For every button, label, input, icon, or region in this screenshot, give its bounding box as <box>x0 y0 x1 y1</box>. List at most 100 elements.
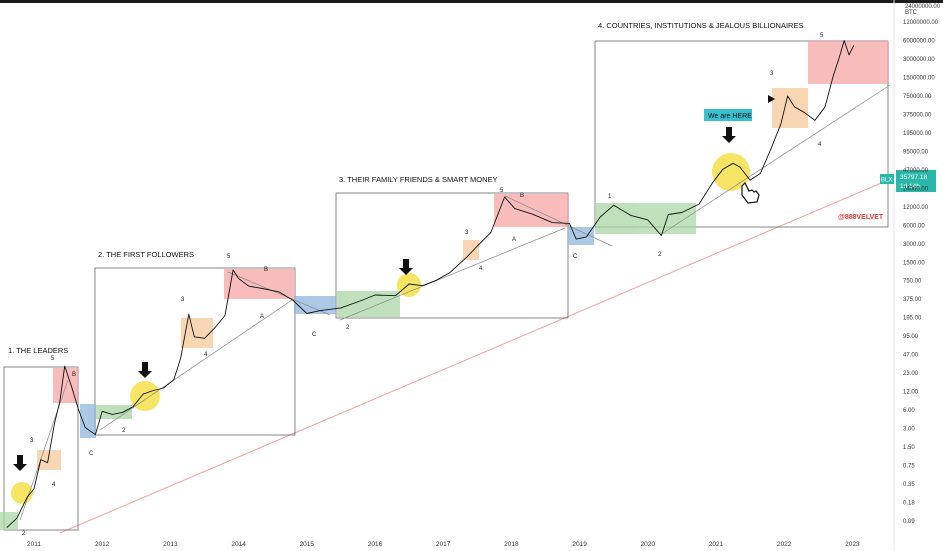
year-tick-label: 2014 <box>231 541 246 548</box>
year-tick-label: 2016 <box>368 541 383 548</box>
price-tick-label: 750000.00 <box>903 94 932 100</box>
arrow-down-icon-2 <box>138 362 152 378</box>
wave-boxes <box>0 41 888 530</box>
highlight-circle-4 <box>712 153 750 191</box>
orange-box-3 <box>463 240 479 260</box>
wave-labels: 2 3 4 5 B C 2 3 4 5 B A C 2 3 4 5 B A C … <box>22 33 824 537</box>
year-tick-label: 2020 <box>641 541 656 548</box>
trend-line-3 <box>339 227 566 321</box>
wave-label-5c: 5 <box>500 188 504 194</box>
green-box-4 <box>595 203 696 234</box>
wave-label-cb: C <box>312 332 317 338</box>
price-tick-label: 0.09 <box>903 519 915 525</box>
price-tick-label: 195.00 <box>903 316 922 322</box>
top-toolbar-strip <box>0 0 943 3</box>
arrow-down-icon-1 <box>13 455 27 471</box>
price-tag-symbol-bg <box>880 174 894 184</box>
price-tick-label: 375000.00 <box>903 112 932 118</box>
year-tick-label: 2019 <box>572 541 587 548</box>
wave-label-ab: A <box>260 314 264 320</box>
wave-label-ac: A <box>512 237 516 243</box>
top-price-label: 24000000.00 <box>905 4 941 10</box>
wave-label-4d: 4 <box>818 142 822 148</box>
wave-label-b: B <box>72 372 76 378</box>
year-tick-label: 2021 <box>709 541 724 548</box>
orange-box-2 <box>181 318 213 348</box>
price-tick-label: 0.75 <box>903 464 915 470</box>
price-tag-symbol: BLX <box>881 178 892 184</box>
green-box-2 <box>96 405 132 419</box>
author-watermark: @888VELVET <box>838 214 884 221</box>
wave-label-4b: 4 <box>204 352 208 358</box>
arrow-down-icon-3 <box>399 259 413 275</box>
wave-label-5b: 5 <box>227 254 231 260</box>
long-term-support-line <box>59 177 894 534</box>
price-tick-label: 12000.00 <box>903 205 929 211</box>
price-tick-label: 6000.00 <box>903 223 925 229</box>
arrow-down-icon-4 <box>722 127 736 143</box>
highlight-circle-1 <box>11 482 33 504</box>
blue-box-3 <box>568 227 594 245</box>
price-tick-label: 12.00 <box>903 390 919 396</box>
triangle-marker-icon <box>768 95 775 103</box>
year-tick-label: 2023 <box>845 541 860 548</box>
price-tick-label: 95000.00 <box>903 149 929 155</box>
year-tick-label: 2022 <box>777 541 792 548</box>
wave-label-c: C <box>89 451 94 457</box>
price-tick-label: 6000000.00 <box>903 38 935 44</box>
wave-label-2b: 2 <box>122 428 126 434</box>
price-tick-label: 0.35 <box>903 482 915 488</box>
orange-box-1 <box>37 450 61 470</box>
price-axis-ticks[interactable]: 12000000.00 6000000.00 3000000.00 1500000.0… <box>903 20 939 525</box>
wave-label-2d: 2 <box>658 252 662 258</box>
price-tick-label: 1.50 <box>903 445 915 451</box>
price-tick-label: 3.00 <box>903 427 915 433</box>
price-tag-bg <box>896 170 936 192</box>
price-tag-value: 35797.18 <box>900 174 927 181</box>
price-tick-label: 47000.00 <box>903 168 929 174</box>
red-box-1 <box>53 368 78 403</box>
price-tick-label: 47.00 <box>903 353 919 359</box>
wave-label-2: 2 <box>22 531 26 537</box>
year-tick-label: 2017 <box>436 541 451 548</box>
year-tick-label: 2011 <box>27 541 41 548</box>
we-are-here-badge <box>704 109 752 121</box>
phase-1-label: 1. THE LEADERS <box>8 346 68 355</box>
red-box-3 <box>494 194 568 227</box>
phase-4-label: 4. COUNTRIES, INSTITUTIONS & JEALOUS BIL… <box>598 21 803 30</box>
red-box-4 <box>808 41 888 84</box>
hand-pointer-icon <box>741 181 760 204</box>
wave-label-4c: 4 <box>479 266 483 272</box>
price-tick-label: 375.00 <box>903 297 922 303</box>
wave-label-3: 3 <box>30 438 34 444</box>
price-tick-label: 750.00 <box>903 279 922 285</box>
green-box-3 <box>337 291 400 317</box>
price-tick-label: 3000.00 <box>903 242 925 248</box>
wave-label-bc: B <box>520 193 524 199</box>
wave-label-cc: C <box>573 254 578 260</box>
trend-line-2 <box>99 299 293 431</box>
price-tick-label: 3000000.00 <box>903 57 935 63</box>
we-are-here-text: We are HERE <box>708 113 752 120</box>
wave-label-bb: B <box>264 267 268 273</box>
wave-label-3c: 3 <box>465 230 469 236</box>
time-axis-ticks[interactable]: 2011 2012 2013 2014 2015 2016 2017 2018 2019 2020… <box>27 541 860 548</box>
phase-2-frame <box>94 267 296 436</box>
phase-4-frame <box>594 40 889 228</box>
currency-label: BTC <box>905 10 918 16</box>
blue-box-1 <box>80 404 96 438</box>
current-price-tag[interactable]: BLX 35797.18 1d 14h <box>880 170 936 192</box>
decline-line-3 <box>504 195 613 247</box>
wave-label-3d: 3 <box>770 71 774 77</box>
phase-3-frame <box>335 192 569 319</box>
wave-label-5d: 5 <box>820 33 824 39</box>
price-tick-label: 12000000.00 <box>903 20 939 26</box>
price-tick-label: 23.00 <box>903 371 919 377</box>
phase-2-label: 2. THE FIRST FOLLOWERS <box>98 250 194 259</box>
price-tag-countdown: 1d 14h <box>900 183 920 190</box>
price-tick-label: 1500000.00 <box>903 75 935 81</box>
phase-3-label: 3. THEIR FAMILY FRIENDS & SMART MONEY <box>339 175 498 184</box>
highlight-circle-3 <box>397 273 421 297</box>
